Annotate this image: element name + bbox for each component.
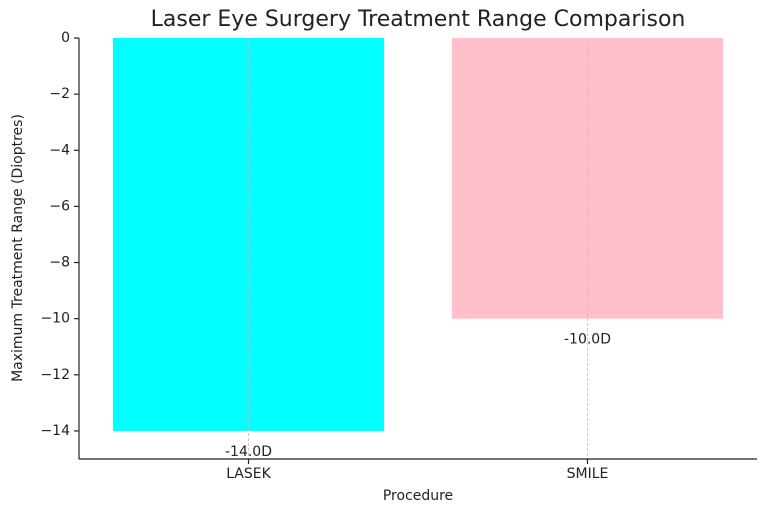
- y-tick-label: −14: [40, 423, 70, 439]
- x-tick-label: LASEK: [226, 466, 271, 482]
- value-label: -10.0D: [564, 332, 611, 348]
- y-axis-label: Maximum Treatment Range (Dioptres): [10, 114, 26, 382]
- y-tick-label: −10: [40, 311, 70, 327]
- y-tick-label: −4: [49, 142, 70, 158]
- y-tick-label: −12: [40, 367, 70, 383]
- x-tick-label: SMILE: [567, 466, 609, 482]
- y-tick-label: 0: [61, 30, 70, 46]
- y-tick-label: −8: [49, 255, 70, 271]
- y-tick-label: −2: [49, 86, 70, 102]
- y-tick-label: −6: [49, 198, 70, 214]
- value-label: -14.0D: [225, 444, 272, 460]
- chart-title: Laser Eye Surgery Treatment Range Compar…: [151, 7, 686, 32]
- x-axis-label: Procedure: [383, 488, 453, 504]
